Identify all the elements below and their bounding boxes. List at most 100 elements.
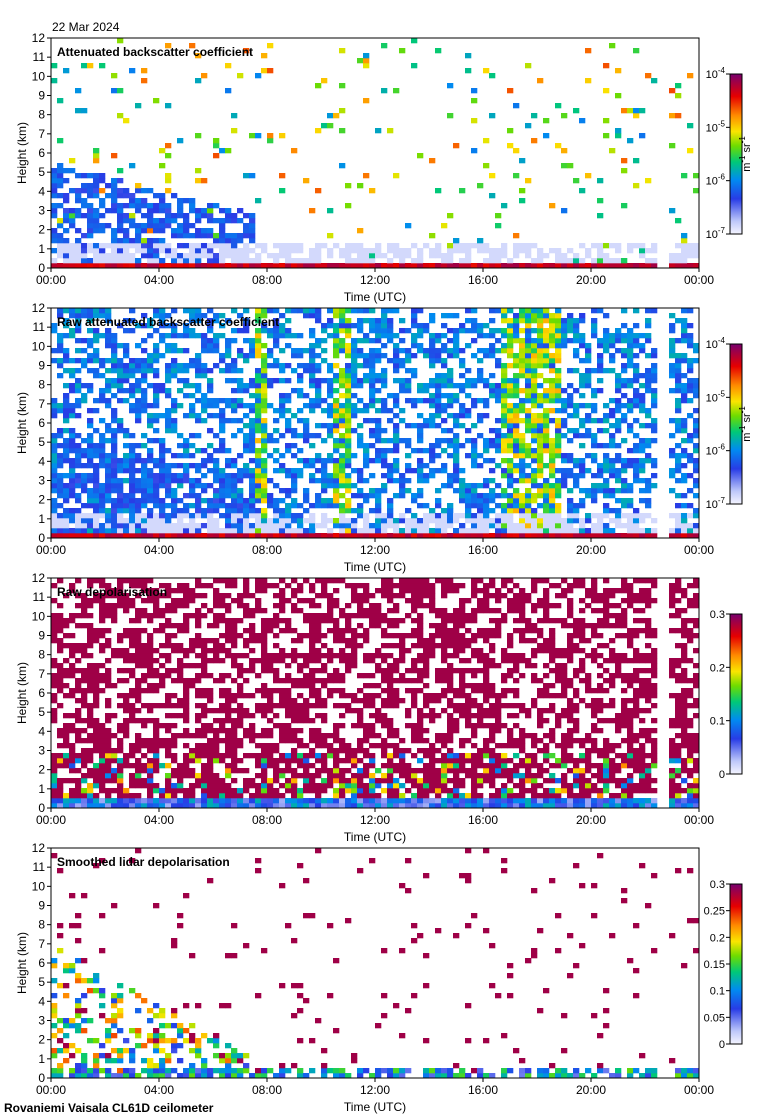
heatmap-cell: [87, 523, 94, 529]
heatmap-cell: [105, 768, 112, 774]
heatmap-cell: [141, 363, 148, 369]
heatmap-cell: [177, 473, 184, 479]
heatmap-cell: [165, 423, 172, 429]
heatmap-cell: [93, 428, 100, 434]
heatmap-cell: [219, 673, 226, 679]
heatmap-cell: [249, 628, 256, 634]
heatmap-cell: [561, 263, 568, 269]
heatmap-cell: [597, 488, 604, 494]
heatmap-cell: [489, 438, 496, 444]
heatmap-cell: [393, 403, 400, 409]
heatmap-cell: [567, 428, 574, 434]
heatmap-cell: [291, 243, 298, 249]
heatmap-cell: [591, 418, 598, 424]
heatmap-cell: [531, 423, 538, 429]
heatmap-cell: [225, 798, 232, 804]
heatmap-cell: [207, 468, 214, 474]
heatmap-cell: [207, 528, 214, 534]
heatmap-cell: [195, 783, 202, 789]
heatmap-cell: [87, 478, 94, 484]
heatmap-cell: [93, 453, 100, 459]
heatmap-cell: [651, 308, 658, 314]
heatmap-cell: [249, 668, 256, 674]
heatmap-cell: [147, 783, 154, 789]
heatmap-cell: [69, 333, 76, 339]
heatmap-cell: [609, 438, 616, 444]
heatmap-cell: [123, 793, 130, 799]
heatmap-cell: [579, 528, 586, 534]
heatmap-cell: [597, 243, 604, 249]
heatmap-cell: [207, 673, 214, 679]
heatmap-cell: [225, 253, 232, 259]
heatmap-cell: [231, 238, 238, 244]
heatmap-cell: [225, 698, 232, 704]
heatmap-cell: [603, 493, 610, 499]
heatmap-cell: [267, 693, 274, 699]
heatmap-cell: [675, 523, 682, 529]
heatmap-cell: [639, 468, 646, 474]
heatmap-cell: [99, 528, 106, 534]
heatmap-cell: [135, 243, 142, 249]
heatmap-cell: [315, 468, 322, 474]
heatmap-cell: [81, 308, 88, 314]
heatmap-cell: [87, 518, 94, 524]
heatmap-cell: [99, 593, 106, 599]
heatmap-cell: [393, 528, 400, 534]
heatmap-cell: [111, 338, 118, 344]
heatmap-cell: [81, 483, 88, 489]
heatmap-cell: [147, 593, 154, 599]
heatmap-cell: [309, 343, 316, 349]
heatmap-cell: [381, 373, 388, 379]
heatmap-cell: [57, 758, 64, 764]
heatmap-cell: [177, 483, 184, 489]
heatmap-cell: [507, 348, 514, 354]
heatmap-cell: [381, 453, 388, 459]
heatmap-cell: [591, 403, 598, 409]
heatmap-cell: [57, 518, 64, 524]
heatmap-cell: [297, 433, 304, 439]
heatmap-cell: [69, 458, 76, 464]
heatmap-cell: [99, 438, 106, 444]
heatmap-cell: [351, 243, 358, 249]
heatmap-cell: [261, 458, 268, 464]
heatmap-cell: [87, 623, 94, 629]
heatmap-cell: [201, 498, 208, 504]
heatmap-cell: [105, 788, 112, 794]
heatmap-cell: [201, 798, 208, 804]
heatmap-cell: [393, 468, 400, 474]
heatmap-cell: [459, 388, 466, 394]
heatmap-cell: [231, 598, 238, 604]
heatmap-cell: [267, 498, 274, 504]
heatmap-cell: [123, 213, 130, 219]
heatmap-cell: [219, 428, 226, 434]
heatmap-cell: [681, 338, 688, 344]
heatmap-cell: [225, 703, 232, 709]
heatmap-cell: [129, 213, 136, 219]
heatmap-cell: [201, 73, 208, 79]
heatmap-cell: [219, 783, 226, 789]
heatmap-cell: [153, 398, 160, 404]
heatmap-cell: [633, 158, 640, 164]
heatmap-cell: [99, 673, 106, 679]
heatmap-cell: [57, 613, 64, 619]
heatmap-cell: [477, 398, 484, 404]
heatmap-cell: [117, 258, 124, 264]
heatmap-cell: [375, 423, 382, 429]
heatmap-cell: [129, 743, 136, 749]
heatmap-cell: [69, 533, 76, 539]
heatmap-cell: [315, 353, 322, 359]
heatmap-cell: [231, 388, 238, 394]
heatmap-cell: [363, 498, 370, 504]
heatmap-cell: [87, 533, 94, 539]
heatmap-cell: [279, 248, 286, 254]
heatmap-cell: [117, 773, 124, 779]
heatmap-cell: [135, 503, 142, 509]
heatmap-cell: [693, 533, 700, 539]
heatmap-cell: [525, 323, 532, 329]
heatmap-cell: [633, 333, 640, 339]
heatmap-cell: [189, 258, 196, 264]
heatmap-cell: [81, 608, 88, 614]
x-tick-label: 20:00: [576, 273, 606, 287]
colorbar-tick-label: 10-5: [706, 119, 726, 134]
heatmap-cell: [405, 528, 412, 534]
